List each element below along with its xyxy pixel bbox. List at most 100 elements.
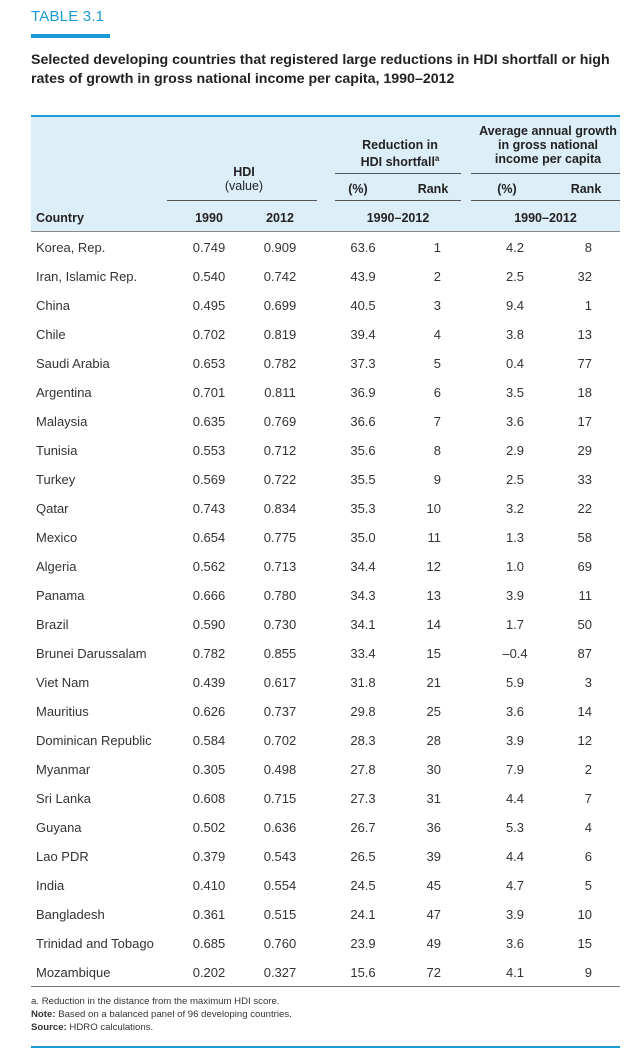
table-row: Panama 0.666 0.780 34.3 13 3.9 11 [31, 580, 620, 609]
hdi-1990-cell: 0.608 [192, 791, 226, 806]
reduction-rank-cell: 31 [426, 791, 441, 806]
country-cell: Tunisia [36, 443, 78, 458]
reduction-pct-cell: 34.1 [350, 617, 376, 632]
header-reduction-rule [335, 173, 461, 174]
header-hdi: HDI [233, 165, 255, 179]
hdi-1990-cell: 0.685 [192, 936, 226, 951]
reduction-pct-cell: 34.3 [350, 588, 376, 603]
header-reduction-rank: Rank [417, 182, 449, 196]
gni-growth-cell: 7.9 [505, 762, 525, 777]
hdi-2012-cell: 0.855 [263, 646, 297, 661]
hdi-2012-cell: 0.327 [263, 965, 297, 980]
hdi-1990-cell: 0.749 [192, 240, 226, 255]
reduction-pct-cell: 34.4 [350, 559, 376, 574]
gni-growth-cell: 2.5 [505, 472, 525, 487]
country-cell: Guyana [36, 820, 82, 835]
reduction-pct-cell: 15.6 [350, 965, 376, 980]
country-cell: Myanmar [36, 762, 91, 777]
hdi-2012-cell: 0.769 [263, 414, 297, 429]
country-cell: Argentina [36, 385, 92, 400]
reduction-rank-cell: 15 [426, 646, 441, 661]
gni-rank-cell: 12 [577, 733, 592, 748]
label-underline [31, 34, 110, 38]
gni-rank-cell: 69 [577, 559, 592, 574]
reduction-rank-cell: 30 [426, 762, 441, 777]
hdi-2012-cell: 0.760 [263, 936, 297, 951]
header-gni-rank: Rank [570, 182, 602, 196]
gni-growth-cell: 2.5 [505, 269, 525, 284]
header-bottom-rule [31, 231, 620, 232]
table-row: Lao PDR 0.379 0.543 26.5 39 4.4 6 [31, 841, 620, 870]
reduction-rank-cell: 25 [426, 704, 441, 719]
reduction-rank-cell: 5 [433, 356, 441, 371]
gni-rank-cell: 2 [584, 762, 592, 777]
hdi-1990-cell: 0.666 [192, 588, 226, 603]
hdi-1990-cell: 0.569 [192, 472, 226, 487]
gni-rank-cell: 18 [577, 385, 592, 400]
hdi-1990-cell: 0.590 [192, 617, 226, 632]
gni-growth-cell: 3.8 [505, 327, 525, 342]
reduction-pct-cell: 31.8 [350, 675, 376, 690]
country-cell: Mexico [36, 530, 78, 545]
gni-growth-cell: 1.0 [505, 559, 525, 574]
country-cell: Korea, Rep. [36, 240, 106, 255]
hdi-2012-cell: 0.715 [263, 791, 297, 806]
reduction-rank-cell: 3 [433, 298, 441, 313]
hdi-1990-cell: 0.439 [192, 675, 226, 690]
reduction-rank-cell: 14 [426, 617, 441, 632]
gni-growth-cell: 3.9 [505, 588, 525, 603]
footer-rule [31, 1046, 620, 1048]
reduction-rank-cell: 36 [426, 820, 441, 835]
country-cell: Saudi Arabia [36, 356, 110, 371]
reduction-pct-cell: 27.3 [350, 791, 376, 806]
table-row: Tunisia 0.553 0.712 35.6 8 2.9 29 [31, 435, 620, 464]
reduction-pct-cell: 39.4 [350, 327, 376, 342]
country-cell: Mozambique [36, 965, 111, 980]
reduction-pct-cell: 35.5 [350, 472, 376, 487]
gni-rank-cell: 17 [577, 414, 592, 429]
gni-rank-cell: 11 [578, 588, 593, 603]
gni-rank-cell: 13 [577, 327, 592, 342]
gni-rank-cell: 22 [577, 501, 592, 516]
reduction-pct-cell: 40.5 [350, 298, 376, 313]
header-gni-sub-rule [471, 200, 620, 201]
table-bottom-rule [31, 986, 620, 987]
header-reduction-line2: HDI shortfalla [340, 152, 460, 169]
header-gni-line2: in gross national [497, 138, 598, 152]
hdi-2012-cell: 0.737 [263, 704, 297, 719]
table-row: Dominican Republic 0.584 0.702 28.3 28 3.9 12 [31, 725, 620, 754]
gni-growth-cell: 1.7 [505, 617, 525, 632]
table-row: Mozambique 0.202 0.327 15.6 72 4.1 9 [31, 957, 620, 986]
gni-growth-cell: 3.5 [505, 385, 525, 400]
gni-growth-cell: 3.6 [505, 414, 525, 429]
gni-rank-cell: 5 [584, 878, 592, 893]
header-reduction-sub-rule [335, 200, 461, 201]
hdi-2012-cell: 0.722 [263, 472, 297, 487]
reduction-pct-cell: 26.5 [350, 849, 376, 864]
footnote-a-text: Reduction in the distance from the maxim… [41, 996, 280, 1007]
gni-growth-cell: 9.4 [505, 298, 525, 313]
header-reduction-pct: (%) [348, 182, 368, 196]
header-gni-pct: (%) [497, 182, 517, 196]
table-row: Saudi Arabia 0.653 0.782 37.3 5 0.4 77 [31, 348, 620, 377]
footnote-a: a. Reduction in the distance from the ma… [31, 995, 292, 1008]
reduction-pct-cell: 37.3 [350, 356, 376, 371]
gni-rank-cell: 8 [584, 240, 592, 255]
table-row: Turkey 0.569 0.722 35.5 9 2.5 33 [31, 464, 620, 493]
gni-rank-cell: 58 [577, 530, 592, 545]
hdi-1990-cell: 0.202 [192, 965, 226, 980]
gni-growth-cell: 3.6 [505, 936, 525, 951]
hdi-2012-cell: 0.775 [263, 530, 297, 545]
reduction-rank-cell: 9 [433, 472, 441, 487]
table-row: Chile 0.702 0.819 39.4 4 3.8 13 [31, 319, 620, 348]
table-row: Korea, Rep. 0.749 0.909 63.6 1 4.2 8 [31, 232, 620, 261]
hdi-2012-cell: 0.713 [263, 559, 297, 574]
reduction-rank-cell: 8 [433, 443, 441, 458]
header-top-rule [31, 115, 620, 117]
country-cell: India [36, 878, 65, 893]
hdi-1990-cell: 0.361 [192, 907, 226, 922]
table-row: Brunei Darussalam 0.782 0.855 33.4 15 –0.4 87 [31, 638, 620, 667]
table-row: Malaysia 0.635 0.769 36.6 7 3.6 17 [31, 406, 620, 435]
hdi-2012-cell: 0.702 [263, 733, 297, 748]
